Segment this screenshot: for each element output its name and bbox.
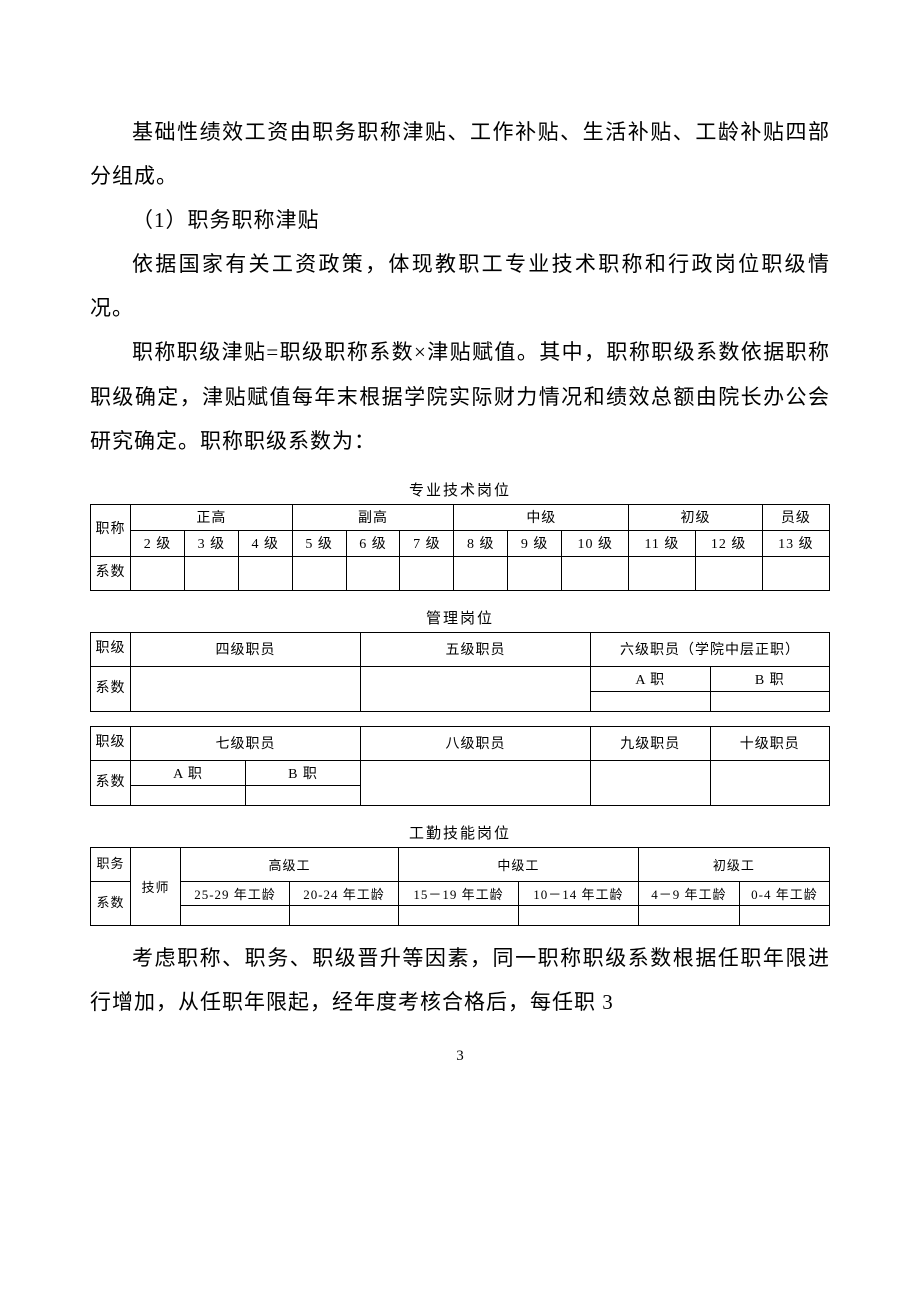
- table2-title: 管理岗位: [90, 607, 830, 628]
- t3-sub-1: 20-24 年工龄: [290, 881, 399, 905]
- t1-level-7: 9 级: [508, 530, 562, 556]
- t1-level-4: 6 级: [346, 530, 400, 556]
- t3-sub-4: 4－9 年工龄: [638, 881, 739, 905]
- t1-coef-0: [131, 556, 185, 590]
- t2a-rowlabel-level: 职级: [91, 632, 131, 666]
- paragraph-4: 职称职级津贴=职级职称系数×津贴赋值。其中，职称职级系数依据职称职级确定，津贴赋…: [90, 330, 830, 462]
- t2a-rowlabel-coef: 系数: [91, 666, 131, 711]
- page-number: 3: [90, 1048, 830, 1065]
- t2a-sub-0: A 职: [591, 666, 711, 691]
- t1-level-6: 8 级: [454, 530, 508, 556]
- t2a-coef-2b: [710, 691, 830, 711]
- t1-group-3: 初级: [629, 504, 762, 530]
- t3-sub-2: 15－19 年工龄: [399, 881, 519, 905]
- t1-rowlabel-coef: 系数: [91, 556, 131, 590]
- paragraph-1: 基础性绩效工资由职务职称津贴、工作补贴、生活补贴、工龄补贴四部分组成。: [90, 110, 830, 198]
- t1-level-11: 13 级: [762, 530, 829, 556]
- t1-coef-10: [695, 556, 762, 590]
- t3-col-jishi: 技师: [131, 847, 181, 925]
- t1-group-1: 副高: [292, 504, 454, 530]
- t3-coef-3: [518, 905, 638, 925]
- t2b-rowlabel-coef: 系数: [91, 760, 131, 805]
- t1-level-0: 2 级: [131, 530, 185, 556]
- t2a-coef-0: [131, 666, 361, 711]
- t3-rowlabel-coef: 系数: [91, 881, 131, 925]
- t3-rowlabel-duty: 职务: [91, 847, 131, 881]
- t1-coef-9: [629, 556, 695, 590]
- t3-coef-1: [290, 905, 399, 925]
- t2b-sub-0: A 职: [131, 760, 246, 785]
- t2b-coef-1: [361, 760, 591, 805]
- t1-group-0: 正高: [131, 504, 293, 530]
- t1-coef-3: [292, 556, 346, 590]
- t3-sub-5: 0-4 年工龄: [739, 881, 829, 905]
- t3-coef-0: [181, 905, 290, 925]
- t2b-sub-1: B 职: [246, 760, 361, 785]
- t1-group-4: 员级: [762, 504, 829, 530]
- paragraph-2: （1）职务职称津贴: [90, 198, 830, 242]
- t1-coef-2: [238, 556, 292, 590]
- t3-group-2: 初级工: [638, 847, 829, 881]
- table-worker-skill: 职务 技师 高级工 中级工 初级工 系数 25-29 年工龄 20-24 年工龄…: [90, 847, 830, 926]
- t1-coef-1: [184, 556, 238, 590]
- t3-coef-2: [399, 905, 519, 925]
- t2a-col-2: 六级职员（学院中层正职）: [591, 632, 830, 666]
- t1-level-10: 12 级: [695, 530, 762, 556]
- t2b-coef-0a: [131, 785, 246, 805]
- t1-level-9: 11 级: [629, 530, 695, 556]
- t2b-coef-0b: [246, 785, 361, 805]
- t3-sub-3: 10－14 年工龄: [518, 881, 638, 905]
- table-management-a: 职级 四级职员 五级职员 六级职员（学院中层正职） 系数 A 职 B 职: [90, 632, 830, 712]
- table-professional-tech: 职称 正高 副高 中级 初级 员级 2 级 3 级 4 级 5 级 6 级 7 …: [90, 504, 830, 591]
- t2a-col-0: 四级职员: [131, 632, 361, 666]
- t2a-sub-1: B 职: [710, 666, 830, 691]
- t3-sub-0: 25-29 年工龄: [181, 881, 290, 905]
- t3-group-1: 中级工: [399, 847, 639, 881]
- table-management-b: 职级 七级职员 八级职员 九级职员 十级职员 系数 A 职 B 职: [90, 726, 830, 806]
- t2b-coef-3: [710, 760, 830, 805]
- t1-level-5: 7 级: [400, 530, 454, 556]
- t1-level-3: 5 级: [292, 530, 346, 556]
- t1-group-2: 中级: [454, 504, 629, 530]
- t2b-coef-2: [591, 760, 711, 805]
- t2a-coef-2a: [591, 691, 711, 711]
- t1-level-8: 10 级: [562, 530, 629, 556]
- t3-coef-4: [638, 905, 739, 925]
- t2b-col-0: 七级职员: [131, 726, 361, 760]
- t1-coef-11: [762, 556, 829, 590]
- table3-title: 工勤技能岗位: [90, 822, 830, 843]
- table1-title: 专业技术岗位: [90, 479, 830, 500]
- t1-coef-5: [400, 556, 454, 590]
- t2b-col-2: 九级职员: [591, 726, 711, 760]
- t1-rowlabel-title: 职称: [91, 504, 131, 556]
- t3-group-0: 高级工: [181, 847, 399, 881]
- paragraph-5: 考虑职称、职务、职级晋升等因素，同一职称职级系数根据任职年限进行增加，从任职年限…: [90, 936, 830, 1024]
- t2a-coef-1: [361, 666, 591, 711]
- t1-coef-8: [562, 556, 629, 590]
- t1-level-1: 3 级: [184, 530, 238, 556]
- t1-level-2: 4 级: [238, 530, 292, 556]
- t2b-col-1: 八级职员: [361, 726, 591, 760]
- paragraph-3: 依据国家有关工资政策，体现教职工专业技术职称和行政岗位职级情况。: [90, 242, 830, 330]
- t1-coef-7: [508, 556, 562, 590]
- t2a-col-1: 五级职员: [361, 632, 591, 666]
- t1-coef-4: [346, 556, 400, 590]
- t3-coef-5: [739, 905, 829, 925]
- t2b-rowlabel-level: 职级: [91, 726, 131, 760]
- t2b-col-3: 十级职员: [710, 726, 830, 760]
- t1-coef-6: [454, 556, 508, 590]
